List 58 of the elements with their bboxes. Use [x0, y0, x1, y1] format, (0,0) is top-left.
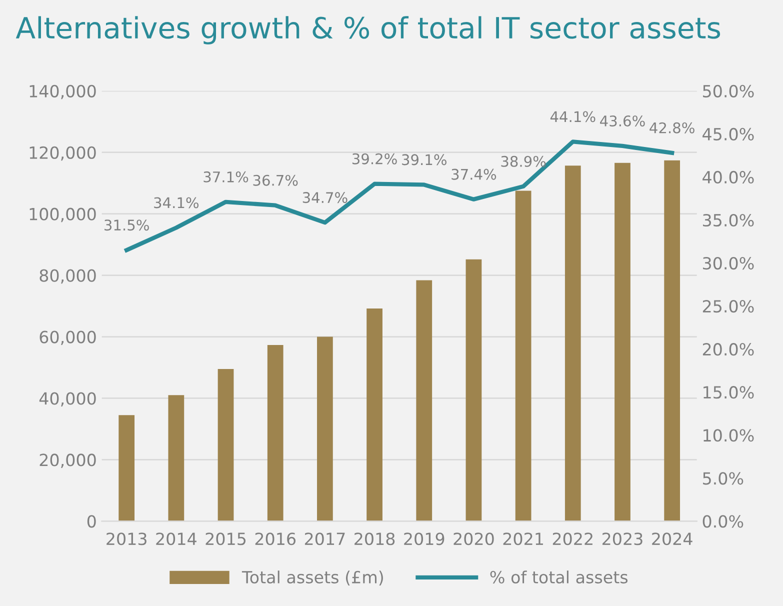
- y-tick-label: 40,000: [39, 392, 96, 406]
- data-label: 37.1%: [204, 171, 248, 182]
- bar: [218, 369, 234, 522]
- x-tick-label: 2017: [304, 532, 345, 546]
- bar: [168, 395, 184, 522]
- bar: [317, 336, 333, 522]
- y2-tick-label: 25.0%: [702, 300, 754, 313]
- y-tick-label: 80,000: [40, 269, 96, 284]
- x-tick-label: 2013: [106, 532, 146, 546]
- y-tick-label: 140,000: [30, 84, 96, 100]
- x-tick-label: 2018: [354, 532, 395, 546]
- bar: [267, 345, 284, 522]
- y2-tick-label: 15.0%: [704, 386, 754, 399]
- x-tick-label: 2023: [602, 532, 642, 546]
- y-tick-label: 20,000: [40, 454, 96, 468]
- x-tick-label: 2015: [206, 532, 246, 546]
- x-tick-label: 2024: [652, 532, 692, 546]
- y2-tick-label: 0.0%: [702, 515, 744, 528]
- y-tick-label: 60,000: [40, 330, 96, 346]
- data-label: 44.1%: [550, 111, 596, 122]
- bar: [614, 162, 630, 522]
- y-tick-label: 100,000: [30, 208, 96, 222]
- bar: [118, 415, 135, 522]
- y-tick-label: 0: [87, 515, 96, 528]
- y2-tick-label: 40.0%: [702, 170, 754, 184]
- x-tick-label: 2020: [454, 532, 494, 546]
- legend-label: Total assets (£m): [242, 570, 383, 586]
- x-tick-label: 2019: [404, 532, 444, 546]
- x-tick-label: 2016: [255, 532, 296, 546]
- y2-tick-label: 35.0%: [703, 214, 754, 227]
- bar: [564, 166, 581, 522]
- data-label: 36.7%: [253, 174, 298, 186]
- data-label: 43.6%: [600, 115, 645, 126]
- y2-tick-label: 5.0%: [703, 472, 744, 485]
- bar: [515, 190, 532, 522]
- legend-label: % of total assets: [490, 570, 628, 584]
- data-label: 34.1%: [154, 197, 199, 208]
- bar: [416, 280, 432, 522]
- data-label: 39.2%: [352, 153, 397, 164]
- y2-tick-label: 10.0%: [704, 429, 754, 442]
- bar: [366, 308, 382, 522]
- data-label: 38.9%: [501, 156, 546, 167]
- y2-tick-label: 30.0%: [703, 256, 754, 270]
- bar: [466, 259, 482, 522]
- data-label: 42.8%: [650, 122, 694, 134]
- data-label: 34.7%: [302, 192, 348, 204]
- y2-tick-label: 50.0%: [703, 84, 754, 98]
- data-label: 39.1%: [402, 154, 446, 166]
- bar: [664, 160, 680, 522]
- y2-tick-label: 20.0%: [702, 343, 754, 356]
- data-label: 37.4%: [452, 168, 496, 180]
- x-tick-label: 2021: [503, 532, 543, 546]
- y-tick-label: 120,000: [30, 146, 96, 161]
- data-label: 31.5%: [104, 220, 149, 231]
- y2-tick-label: 45.0%: [702, 128, 754, 140]
- x-tick-label: 2022: [552, 532, 592, 546]
- chart-title: Alternatives growth & % of total IT sector assets: [16, 16, 720, 44]
- x-tick-label: 2014: [156, 532, 196, 546]
